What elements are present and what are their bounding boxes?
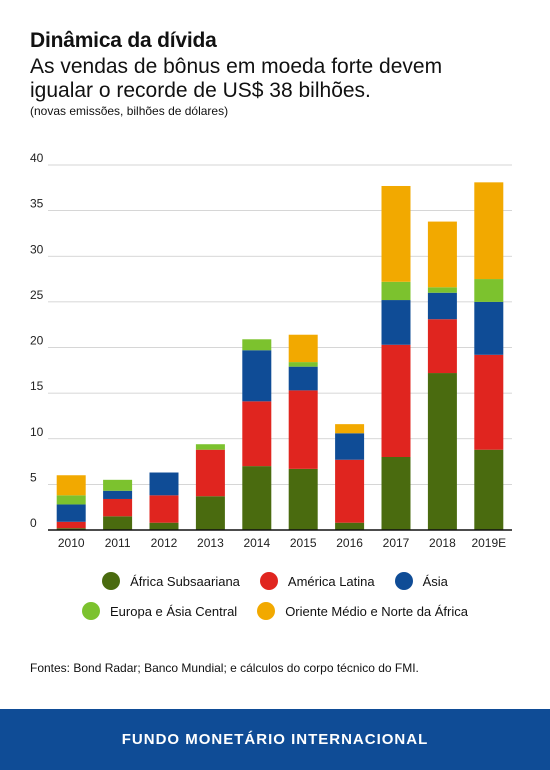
bar-segment: [381, 185, 411, 282]
bar-segment: [56, 495, 86, 505]
bar-segment: [56, 528, 86, 530]
y-tick-label: 20: [30, 334, 44, 348]
legend-swatch: [257, 602, 276, 620]
legend-item: Europa e Ásia Central: [82, 602, 237, 620]
x-tick-label: 2014: [243, 536, 270, 550]
legend-label: Ásia: [422, 573, 448, 589]
bar-segment: [56, 475, 86, 496]
x-tick-label: 2019E: [471, 536, 506, 550]
footer-label: FUNDO MONETÁRIO INTERNACIONAL: [121, 731, 429, 748]
legend: África Subsaariana América Latina Ásia Euro…: [20, 572, 530, 620]
legend-swatch: [102, 572, 121, 590]
y-tick-label: 5: [30, 470, 37, 484]
bar-segment: [195, 444, 225, 450]
y-tick-label: 25: [30, 288, 44, 302]
x-tick-label: 2015: [290, 536, 317, 550]
legend-item: África Subsaariana: [102, 572, 240, 590]
legend-label: África Subsaariana: [130, 573, 240, 589]
bar-segment: [288, 334, 318, 363]
legend-label: Europa e Ásia Central: [110, 603, 238, 619]
units-note: (novas emissões, bilhões de dólares): [30, 104, 229, 118]
bar-segment: [427, 319, 457, 374]
bar-segment: [335, 459, 365, 523]
bar-segment: [242, 350, 272, 402]
bar-segment: [195, 449, 225, 497]
x-tick-label: 2013: [197, 536, 224, 550]
bar-segment: [335, 424, 365, 434]
legend-swatch: [394, 572, 413, 590]
bar-segment: [149, 495, 179, 523]
bar-segment: [103, 516, 133, 530]
y-tick-label: 30: [30, 242, 44, 256]
bar-segment: [242, 339, 272, 351]
bar-segment: [149, 472, 179, 496]
legend-label: América Latina: [287, 573, 375, 589]
bar-segment: [427, 292, 457, 320]
bar-segment: [56, 504, 86, 522]
bar-segment: [427, 373, 457, 530]
bar-segment: [474, 449, 504, 530]
bar-segment: [103, 490, 133, 499]
bar-segment: [335, 433, 365, 460]
bar-segment: [242, 401, 272, 467]
bar-segment: [474, 354, 504, 450]
chart-title: Dinâmica da dívida: [30, 29, 217, 52]
legend-label: Oriente Médio e Norte da África: [285, 603, 468, 619]
source-note: Fontes: Bond Radar; Banco Mundial; e cál…: [30, 661, 419, 675]
x-tick-label: 2011: [105, 536, 131, 550]
x-tick-label: 2017: [383, 536, 410, 550]
bar-segment: [381, 457, 411, 530]
bar-segment: [381, 300, 411, 345]
x-tick-label: 2016: [336, 536, 363, 550]
y-tick-label: 0: [30, 516, 37, 530]
legend-swatch: [82, 602, 100, 620]
bar-segment: [381, 281, 411, 301]
bar-segment: [242, 466, 272, 530]
legend-item: Oriente Médio e Norte da África: [257, 602, 468, 620]
y-tick-label: 40: [30, 151, 44, 165]
footer-bar: FUNDO MONETÁRIO INTERNACIONAL: [0, 709, 550, 770]
bar-segment: [474, 279, 504, 302]
y-tick-label: 35: [30, 197, 44, 211]
bar-segment: [474, 301, 504, 355]
legend-swatch: [259, 572, 278, 590]
bar-segment: [103, 479, 133, 491]
bar-segment: [335, 522, 365, 530]
bar-segment: [427, 221, 457, 288]
x-tick-label: 2012: [151, 536, 178, 550]
bar-segment: [474, 182, 504, 280]
bar-segment: [195, 496, 225, 530]
bar-segment: [288, 390, 318, 469]
bar-segment: [427, 287, 457, 293]
bar-segment: [288, 468, 318, 530]
legend-item: América Latina: [259, 572, 375, 590]
x-tick-label: 2010: [58, 536, 85, 550]
legend-item: Ásia: [394, 572, 448, 590]
chart-subtitle: As vendas de bônus em moeda forte devem …: [30, 55, 443, 102]
bar-segment: [288, 362, 318, 367]
bar-segment: [149, 522, 179, 530]
bar-segment: [288, 366, 318, 391]
x-tick-label: 2018: [429, 536, 456, 550]
y-tick-label: 15: [30, 379, 44, 393]
bar-segment: [103, 498, 133, 517]
y-tick-label: 10: [30, 425, 44, 439]
bar-segment: [56, 521, 86, 529]
stacked-bar-chart: 0 5 10 15 20 25 30 35 40 2010 2011 2012 2013 2014 2015…: [30, 151, 512, 550]
bar-segment: [381, 344, 411, 457]
